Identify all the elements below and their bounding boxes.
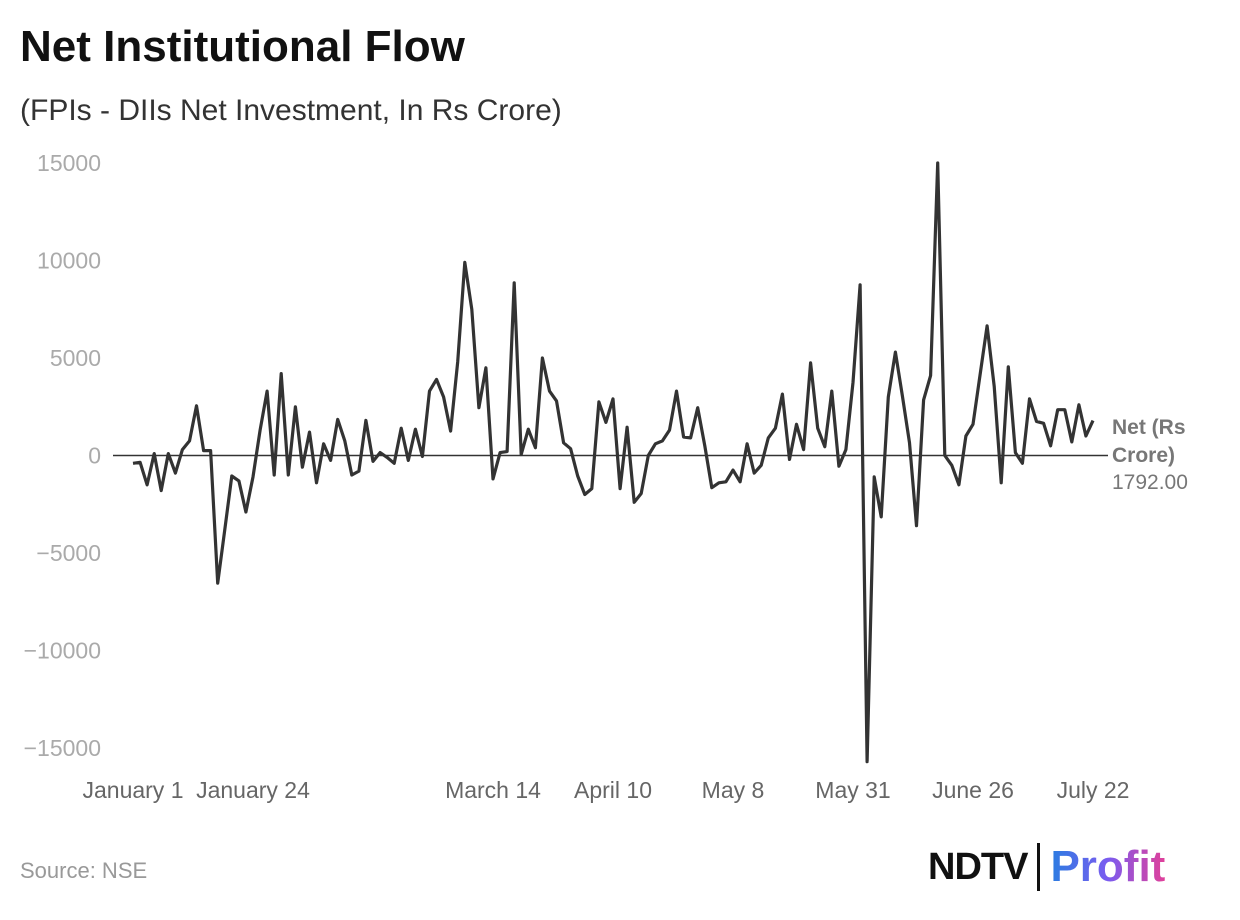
x-tick-label: May 8: [702, 777, 765, 803]
y-tick-label: −10000: [24, 638, 101, 664]
y-tick-label: 10000: [37, 248, 101, 274]
source-note: Source: NSE: [20, 858, 148, 883]
y-tick-label: 15000: [37, 150, 101, 176]
logo-divider: [1037, 843, 1041, 891]
x-tick-label: June 26: [932, 777, 1014, 803]
y-tick-label: −15000: [24, 735, 101, 761]
chart-title: Net Institutional Flow: [20, 22, 465, 71]
series-label-line1: Net (Rs: [1112, 416, 1186, 439]
logo-ndtv: NDTV: [928, 845, 1028, 888]
x-tick-label: July 22: [1057, 777, 1130, 803]
chart-subtitle: (FPIs - DIIs Net Investment, In Rs Crore…: [20, 94, 562, 127]
series-last-value: 1792.00: [1112, 471, 1188, 494]
x-tick-label: April 10: [574, 777, 652, 803]
x-tick-label: January 24: [196, 777, 310, 803]
line-chart: 15000 10000 5000 0 −5000 −10000 −15000 January …: [24, 150, 1188, 803]
ndtv-profit-logo: NDTV Profit: [928, 842, 1165, 892]
x-tick-label: January 1: [82, 777, 183, 803]
series-line-net: [132, 161, 1095, 764]
x-tick-label: March 14: [445, 777, 541, 803]
y-tick-label: 5000: [50, 345, 101, 371]
x-tick-label: May 31: [815, 777, 890, 803]
y-tick-label: −5000: [36, 540, 101, 566]
series-label-line2: Crore): [1112, 444, 1175, 467]
y-tick-label: 0: [88, 443, 101, 469]
logo-profit: Profit: [1050, 842, 1166, 891]
